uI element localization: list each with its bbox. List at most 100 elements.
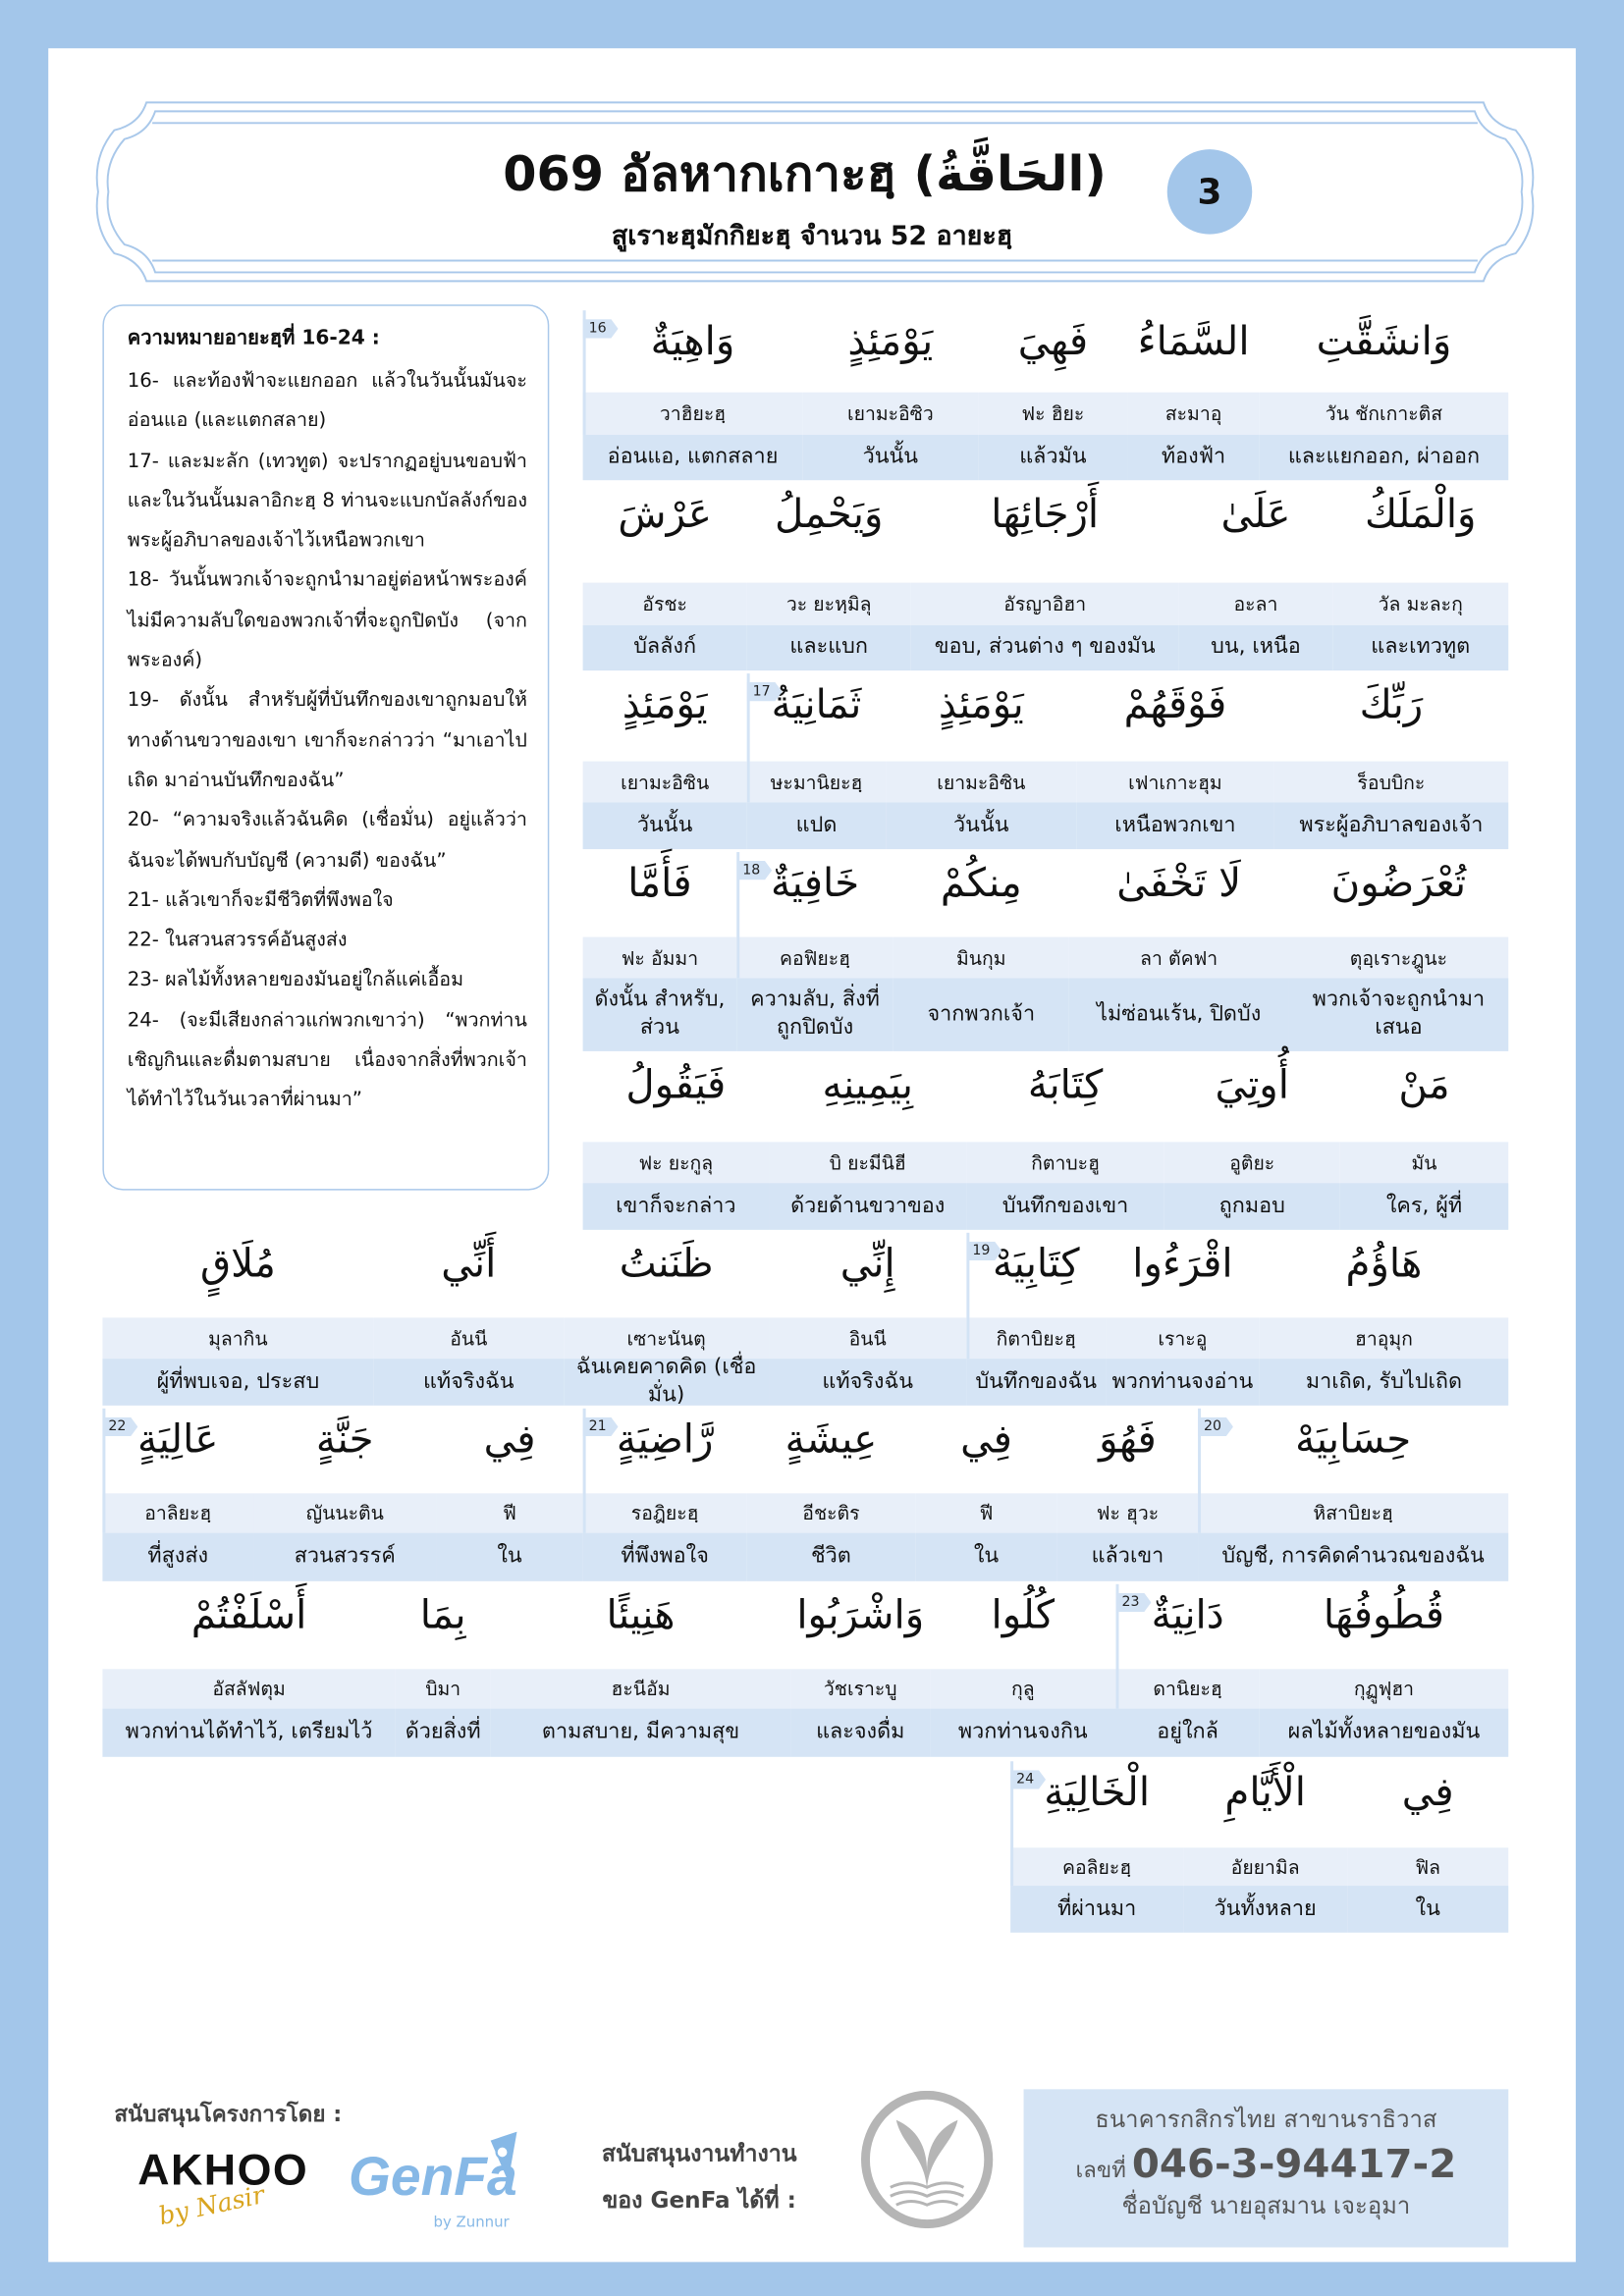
transliteration: ฮะนีอัม xyxy=(490,1669,791,1709)
word-meaning: พวกเจ้าจะถูกนำมาเสนอ xyxy=(1288,978,1509,1051)
word-cell: ظَنَنتُ เซาะนันตุ ฉันเคยคาดคิด (เชื่อมั่น) xyxy=(564,1233,770,1407)
word-cell: وَيَحْمِلُ วะ ยะหฺมิลุ และแบก xyxy=(746,483,911,671)
transliteration: มุลากิน xyxy=(102,1317,374,1360)
word-cell: الْأَيَّامِ อัยยามิล วันทั้งหลาย xyxy=(1183,1761,1348,1933)
verse-divider xyxy=(746,673,750,803)
verse-divider xyxy=(582,1408,586,1533)
word-cell: أَنِّي อันนี แท้จริงฉัน xyxy=(373,1233,565,1406)
title-thai: 069 อัลหากเกาะฮฺ xyxy=(503,144,896,202)
word-cell: رَّاضِيَةٍ รอฎิยะฮฺ ที่พึงพอใจ 21 xyxy=(582,1408,747,1581)
meaning-verse: 18- วันนั้นพวกเจ้าจะถูกนำมาอยู่ต่อหน้าพร… xyxy=(127,569,527,672)
word-cell: وَانشَقَّتِ วัน ชักเกาะติส และแยกออก, ผ่าอ… xyxy=(1259,310,1509,481)
arabic-word: وَانشَقَّتِ xyxy=(1316,319,1452,365)
arabic-word: بِيَمِينِهِ xyxy=(822,1062,913,1109)
word-cell: مَنْ มัน ใคร, ผู้ที่ xyxy=(1339,1054,1509,1230)
transliteration: อัรชะ xyxy=(582,582,747,625)
arabic-word: فَأَمَّا xyxy=(627,861,692,907)
word-meaning: ด้วยด้านขวาของ xyxy=(769,1183,967,1230)
word-row: وَالْمَلَكُ วัล มะละกุ และเทวทูต عَلَىٰ อะลา… xyxy=(582,483,1509,671)
word-cell: إِنِّي อินนี แท้จริงฉัน xyxy=(769,1233,967,1406)
arabic-word: الْخَالِيَةِ xyxy=(1044,1770,1151,1816)
word-cell: فَهُوَ ฟะ ฮุวะ แล้วเขา xyxy=(1056,1409,1199,1581)
verse-number-marker: 24 xyxy=(1010,1770,1047,1789)
word-meaning: แปด xyxy=(746,802,887,850)
word-cell: رَبِّكَ ร็อบบิกะ พระผู้อภิบาลของเจ้า xyxy=(1273,673,1509,850)
transliteration: เฟาเกาะฮุม xyxy=(1076,761,1274,803)
arabic-word: أَنِّي xyxy=(441,1241,497,1288)
arabic-word: هَاؤُمُ xyxy=(1345,1241,1423,1288)
arabic-word: تُعْرَضُونَ xyxy=(1330,861,1467,907)
word-row: وَانشَقَّتِ วัน ชักเกาะติส และแยกออก, ผ่าอ… xyxy=(582,310,1509,481)
word-cell: هَاؤُمُ ฮาอุมุก มาเถิด, รับไปเถิด xyxy=(1259,1233,1509,1406)
word-cell: ثَمَانِيَةٌ ษะมานิยะฮฺ แปด 17 xyxy=(746,673,887,850)
arabic-word: عَلَىٰ xyxy=(1220,492,1291,538)
word-meaning: พระผู้อภิบาลของเจ้า xyxy=(1273,802,1509,850)
bank-account-box: ธนาคารกสิกรไทย สาขานราธิวาส เลขที่ 046-3-… xyxy=(1023,2089,1509,2248)
transliteration: ฟี xyxy=(436,1493,583,1533)
meaning-verse: 24- (จะมีเสียงกล่าวแก่พวกเขาว่า) “พวกท่า… xyxy=(127,1009,527,1112)
arabic-word: دَانِيَةٌ xyxy=(1151,1592,1224,1638)
word-meaning: ตามสบาย, มีความสุข xyxy=(490,1708,791,1757)
word-cell: وَاهِيَةٌ วาฮิยะฮฺ อ่อนแอ, แตกสลาย 16 xyxy=(582,310,803,481)
word-meaning: เหนือพวกเขา xyxy=(1076,802,1274,850)
meaning-verse: 22- ในสวนสวรรค์อันสูงส่ง xyxy=(127,930,348,952)
word-cell: وَاشْرَبُوا วัชเราะบู และจงดื่ม xyxy=(790,1584,931,1757)
meaning-verse: 23- ผลไม้ทั้งหลายของมันอยู่ใกล้แค่เอื้อม xyxy=(127,970,464,992)
word-meaning: และจงดื่ม xyxy=(790,1708,931,1757)
word-cell: عَلَىٰ อะลา บน, เหนือ xyxy=(1178,483,1333,671)
verse-divider xyxy=(1198,1408,1202,1533)
arabic-word: مُلَاقٍ xyxy=(199,1241,276,1288)
verse-divider xyxy=(102,1408,106,1533)
arabic-word: عَالِيَةٍ xyxy=(137,1416,219,1464)
arabic-word: رَبِّكَ xyxy=(1359,682,1424,728)
word-meaning: ที่ผ่านมา xyxy=(1010,1886,1184,1933)
arabic-word: السَّمَاءُ xyxy=(1137,319,1250,365)
transliteration: บิ ยะมีนิฮี xyxy=(769,1142,967,1184)
meaning-verses: 16- และท้องฟ้าจะแยกออก แล้วในวันนั้นมันจ… xyxy=(128,361,527,1121)
meaning-box: ความหมายอายะฮฺที่ 16-24 : 16- และท้องฟ้า… xyxy=(102,304,550,1191)
word-row: مَنْ มัน ใคร, ผู้ที่ أُوتِيَ อูติยะ ถูกมอบ كِت… xyxy=(582,1054,1509,1230)
word-cell: حِسَابِيَهْ หิสาบิยะฮฺ บัญชี, การคิดคำนวณข… xyxy=(1198,1408,1509,1581)
word-cell: مُلَاقٍ มุลากิน ผู้ที่พบเจอ, ประสบ xyxy=(102,1233,374,1406)
subtitle: สูเราะฮฺมักกิยะฮฺ จำนวน 52 อายะฮฺ xyxy=(611,221,1013,252)
word-cell: السَّمَاءُ สะมาอุ ท้องฟ้า xyxy=(1127,310,1260,481)
word-row: حِسَابِيَهْ หิสาบิยะฮฺ บัญชี, การคิดคำนวณข… xyxy=(102,1408,1509,1581)
word-cell: كِتَابَهُ กิตาบะฮู บันทึกของเขา xyxy=(966,1054,1164,1230)
word-meaning: พวกท่านได้ทำไว้, เตรียมไว้ xyxy=(102,1708,396,1757)
arabic-word: كُلُوا xyxy=(991,1592,1056,1638)
transliteration: วัชเราะบู xyxy=(790,1669,931,1709)
word-meaning: ใคร, ผู้ที่ xyxy=(1339,1183,1509,1230)
transliteration: เยามะอิซิน xyxy=(886,761,1077,803)
transliteration: กุฏูฟุฮา xyxy=(1259,1669,1509,1709)
word-meaning: แล้วมัน xyxy=(978,434,1128,481)
word-cell: جَنَّةٍ ญันนะติน สวนสวรรค์ xyxy=(253,1409,437,1581)
word-cell: عِيشَةٍ อีชะติร ชีวิต xyxy=(746,1409,916,1581)
word-meaning: แล้วเขา xyxy=(1056,1532,1199,1581)
word-cell: فِي ฟี ใน xyxy=(436,1409,583,1581)
word-cell: تُعْرَضُونَ ตุอฺเราะฎูนะ พวกเจ้าจะถูกนำมาเ… xyxy=(1288,852,1509,1051)
word-row: رَبِّكَ ร็อบบิกะ พระผู้อภิบาลของเจ้า فَوْقَ… xyxy=(582,673,1509,850)
arabic-word: أَسْلَفْتُمْ xyxy=(190,1592,307,1638)
arabic-word: بِمَا xyxy=(419,1592,466,1638)
arabic-word: حِسَابِيَهْ xyxy=(1295,1416,1412,1464)
verse-number-marker: 16 xyxy=(582,319,619,339)
genfa-logo: GenFa xyxy=(348,2146,517,2207)
word-meaning: ความลับ, สิ่งที่ถูกปิดบัง xyxy=(736,978,893,1051)
word-meaning: บน, เหนือ xyxy=(1178,624,1333,671)
transliteration: เยามะอิซิว xyxy=(802,392,979,435)
word-cell: خَافِيَةٌ คอฟิยะฮฺ ความลับ, สิ่งที่ถูกปิดบ… xyxy=(736,852,893,1051)
word-meaning: และแยกออก, ผ่าออก xyxy=(1259,434,1509,481)
arabic-word: أَرْجَائِهَا xyxy=(991,492,1100,538)
word-meaning: และแบก xyxy=(746,624,911,671)
word-meaning: ใน xyxy=(915,1532,1057,1581)
transliteration: ลา ตัคฟา xyxy=(1068,936,1289,979)
word-meaning: ผู้ที่พบเจอ, ประสบ xyxy=(102,1359,374,1406)
word-meaning: ชีวิต xyxy=(746,1532,916,1581)
transliteration: หิสาบิยะฮฺ xyxy=(1198,1493,1509,1533)
word-row: فِي ฟิล ใน الْأَيَّامِ อัยยามิล วันทั้งหลาย ال… xyxy=(1010,1761,1509,1933)
word-meaning: และเทวทูต xyxy=(1332,624,1509,671)
arabic-word: لَا تَخْفَىٰ xyxy=(1116,861,1242,907)
word-meaning: สวนสวรรค์ xyxy=(253,1532,437,1581)
arabic-word: فَيَقُولُ xyxy=(625,1062,727,1109)
